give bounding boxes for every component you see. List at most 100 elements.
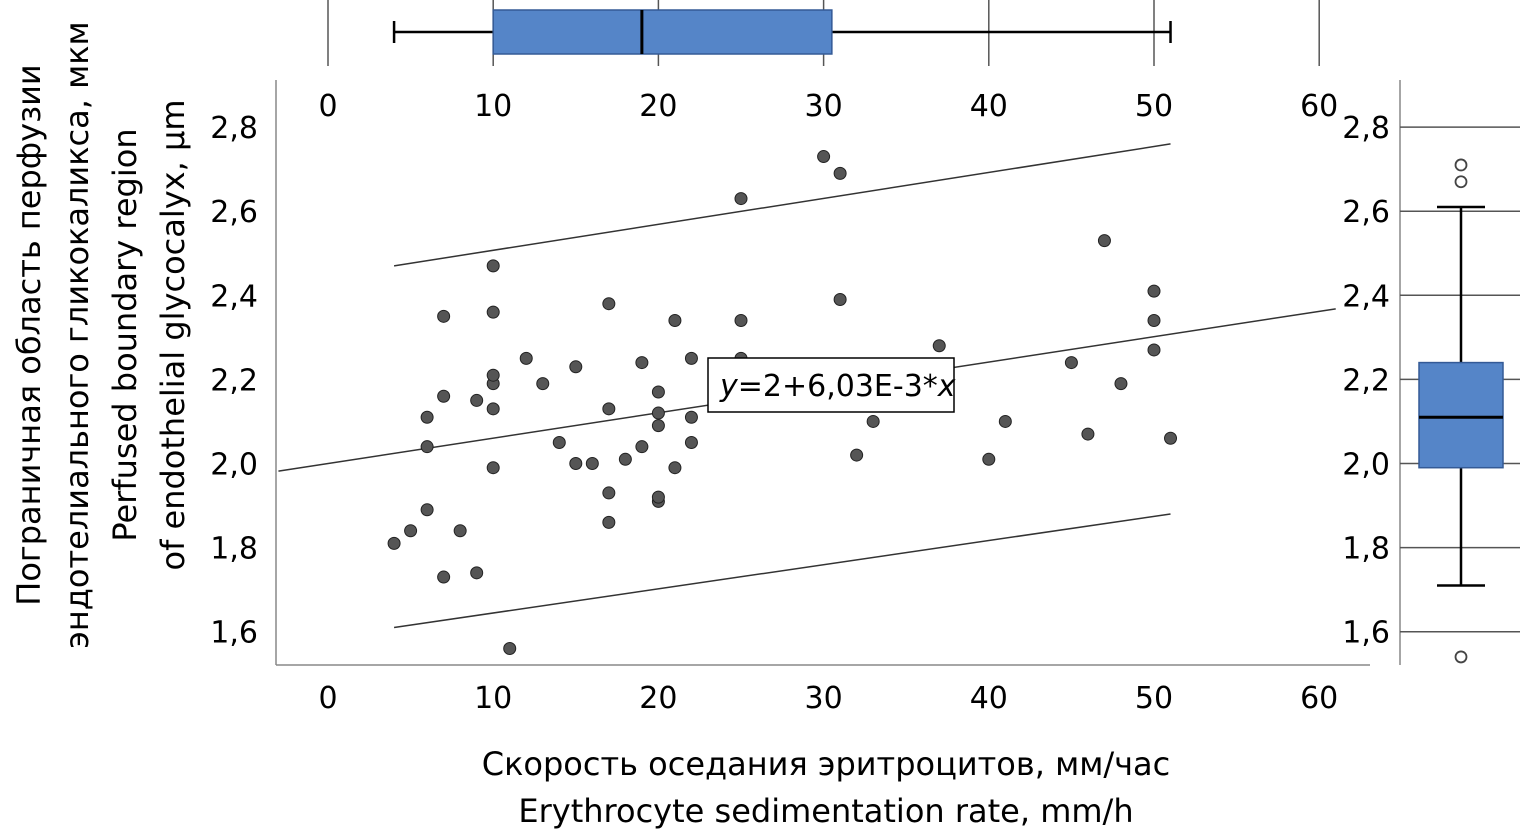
x-tick-label: 20 xyxy=(639,681,677,716)
data-point xyxy=(850,448,864,462)
data-point xyxy=(552,435,566,449)
data-point xyxy=(866,414,880,428)
data-point xyxy=(1164,431,1178,445)
y-axis-title-line4: of endothelial glycocalyx, µm xyxy=(154,100,192,571)
y-boxplot-tick-label: 2,8 xyxy=(1342,111,1390,146)
data-point xyxy=(585,457,599,470)
data-point xyxy=(635,356,649,370)
data-point xyxy=(1081,427,1095,441)
svg-text:y=2+6,03E-3*x: y=2+6,03E-3*x xyxy=(719,369,956,404)
data-point xyxy=(982,452,996,466)
data-point xyxy=(734,314,748,328)
y-tick-label: 2,2 xyxy=(210,363,258,398)
y-boxplot-outlier xyxy=(1454,158,1468,172)
x-tick-label: 0 xyxy=(318,681,337,716)
data-point xyxy=(404,524,418,538)
y-boxplot-outlier xyxy=(1454,175,1468,189)
x-tick-label: 40 xyxy=(970,681,1008,716)
x-tick-label: 30 xyxy=(805,681,843,716)
x-boxplot-tick-label: 30 xyxy=(805,89,843,124)
data-point xyxy=(486,461,500,475)
y-boxplot-tick-label: 2,4 xyxy=(1342,279,1390,314)
equation-x-symbol: x xyxy=(937,369,956,404)
equation-body: =2+6,03E-3* xyxy=(738,369,938,404)
data-point xyxy=(684,351,698,365)
y-tick-label: 2,8 xyxy=(210,111,258,146)
data-point xyxy=(519,351,533,365)
x-boxplot-panel: 0 10 20 30 40 50 60 xyxy=(318,0,1338,124)
lower-prediction-line xyxy=(393,513,1171,629)
data-point xyxy=(684,435,698,449)
x-axis-title-line2: Erythrocyte sedimentation rate, mm/h xyxy=(518,792,1133,830)
data-point xyxy=(420,503,434,517)
data-point xyxy=(734,192,748,206)
data-point xyxy=(536,377,550,391)
x-tick-label: 50 xyxy=(1135,681,1173,716)
data-point xyxy=(618,452,632,466)
data-point xyxy=(684,410,698,424)
y-boxplot-outlier xyxy=(1454,650,1468,664)
x-axis-title-line1: Скорость оседания эритроцитов, мм/час xyxy=(482,745,1171,783)
data-point xyxy=(833,166,847,180)
data-point xyxy=(437,570,451,584)
y-axis-title-line2: эндотелиального гликокаликса, мкм xyxy=(58,21,96,648)
x-boxplot-tick-label: 50 xyxy=(1135,89,1173,124)
data-point xyxy=(569,457,583,470)
data-point xyxy=(470,566,484,580)
data-point xyxy=(420,410,434,424)
data-point xyxy=(437,389,451,403)
y-axis-title-line1: Пограничная область перфузии xyxy=(10,64,48,605)
data-point xyxy=(668,314,682,328)
data-point xyxy=(437,309,451,323)
x-boxplot-tick-label: 0 xyxy=(318,89,337,124)
y-tick-label: 1,8 xyxy=(210,532,258,567)
data-point xyxy=(486,368,500,382)
equation-y-symbol: y xyxy=(719,369,739,404)
y-tick-label: 2,0 xyxy=(210,448,258,483)
data-point xyxy=(635,440,649,454)
data-point xyxy=(470,393,484,407)
data-point xyxy=(1097,234,1111,248)
data-point xyxy=(651,406,665,420)
x-boxplot-tick-label: 10 xyxy=(474,89,512,124)
data-point xyxy=(602,515,616,529)
data-point xyxy=(503,642,517,656)
y-boxplot-tick-label: 2,6 xyxy=(1342,195,1390,230)
y-boxplot-panel: 1,6 1,8 2,0 2,2 2,4 2,6 2,8 xyxy=(1342,80,1520,665)
data-point xyxy=(602,402,616,416)
data-point xyxy=(387,536,401,550)
data-point xyxy=(602,486,616,500)
x-boxplot-box xyxy=(492,9,833,55)
data-point xyxy=(1147,314,1161,328)
data-point xyxy=(569,360,583,374)
data-point xyxy=(602,297,616,311)
x-tick-label: 10 xyxy=(474,681,512,716)
data-point xyxy=(833,293,847,307)
data-point xyxy=(1064,356,1078,370)
y-boxplot-tick-label: 2,2 xyxy=(1342,363,1390,398)
scatter-panel: 0 10 20 30 40 50 60 1,6 1,8 2,0 2,2 2,4 2,6 2,8 xyxy=(210,80,1370,716)
data-point xyxy=(420,440,434,454)
data-point xyxy=(486,259,500,273)
data-point xyxy=(651,385,665,399)
data-point xyxy=(932,339,946,353)
x-tick-label: 60 xyxy=(1300,681,1338,716)
y-tick-label: 2,6 xyxy=(210,195,258,230)
data-point xyxy=(651,490,665,504)
data-point xyxy=(486,402,500,416)
data-point xyxy=(651,419,665,433)
data-point xyxy=(486,305,500,319)
data-point xyxy=(1114,377,1128,391)
data-point xyxy=(998,414,1012,428)
y-boxplot-tick-label: 2,0 xyxy=(1342,448,1390,483)
regression-equation-label: y=2+6,03E-3*x xyxy=(707,357,956,413)
data-point xyxy=(453,524,467,538)
data-point xyxy=(1147,284,1161,298)
data-point xyxy=(668,461,682,475)
y-boxplot-box xyxy=(1418,361,1504,469)
y-tick-label: 2,4 xyxy=(210,279,258,314)
data-point xyxy=(817,150,831,164)
y-boxplot-tick-label: 1,6 xyxy=(1342,616,1390,651)
y-axis-title-line3: Perfused boundary region xyxy=(106,128,144,541)
